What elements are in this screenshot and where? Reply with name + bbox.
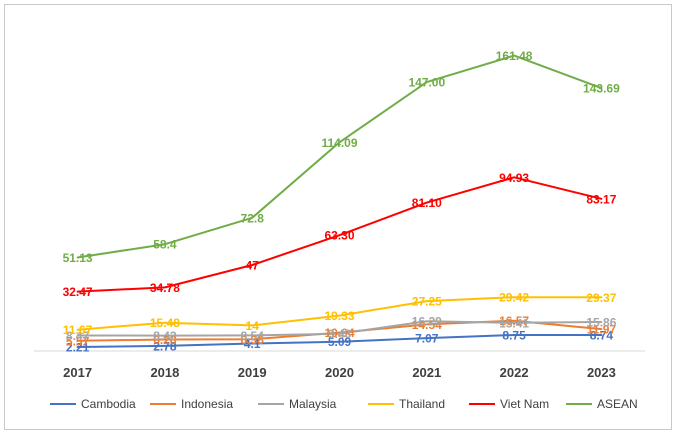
data-label-indonesia: 6.38: [241, 333, 265, 347]
series-line-asean: [76, 54, 603, 259]
data-label-cambodia: 2.78: [153, 339, 177, 353]
x-tick-label: 2017: [63, 365, 92, 380]
data-label-asean: 147.00: [408, 76, 445, 90]
data-label-indonesia: 16.57: [499, 314, 529, 328]
series-line-indonesia: [76, 319, 603, 342]
x-tick-label: 2019: [238, 365, 267, 380]
series-line-malaysia: [76, 320, 603, 337]
legend-label: Indonesia: [181, 397, 233, 411]
x-tick-label: 2022: [500, 365, 529, 380]
data-label-indonesia: 6.28: [153, 333, 177, 347]
data-label-viet-nam: 94.93: [499, 171, 529, 185]
legend-label: Malaysia: [289, 397, 337, 411]
legend-item-malaysia: Malaysia: [258, 397, 337, 411]
data-label-thailand: 29.37: [586, 291, 616, 305]
data-label-indonesia: 10.04: [324, 326, 354, 340]
data-label-malaysia: 8.42: [153, 329, 177, 343]
legend-item-indonesia: Indonesia: [150, 397, 233, 411]
legend-label: ASEAN: [597, 397, 638, 411]
data-label-malaysia: 15.41: [499, 316, 529, 330]
legend-item-asean: ASEAN: [566, 397, 638, 411]
legend-label: Cambodia: [81, 397, 136, 411]
data-label-asean: 161.48: [496, 49, 533, 63]
data-label-viet-nam: 83.17: [586, 192, 616, 206]
x-tick-label: 2020: [325, 365, 354, 380]
series-line-cambodia: [76, 334, 603, 348]
data-labels: 2.21 2.78 4.1 5.09 7.07 8.75 8.745.57 6.28 6.38 1…: [63, 49, 620, 354]
data-label-thailand: 15.48: [150, 316, 180, 330]
data-label-indonesia: 14.54: [412, 318, 442, 332]
data-label-asean: 51.13: [63, 251, 93, 265]
data-label-viet-nam: 47: [246, 259, 260, 273]
legend-item-viet-nam: Viet Nam: [469, 397, 549, 411]
legend-item-cambodia: Cambodia: [50, 397, 136, 411]
data-label-indonesia: 11.97: [587, 323, 617, 337]
data-label-viet-nam: 63.30: [324, 229, 354, 243]
data-label-viet-nam: 34.78: [150, 281, 180, 295]
data-label-thailand: 11.67: [63, 323, 93, 337]
data-label-viet-nam: 81.10: [412, 196, 442, 210]
data-label-thailand: 27.25: [412, 295, 442, 309]
data-label-cambodia: 8.75: [502, 329, 526, 343]
data-label-cambodia: 4.1: [244, 337, 261, 351]
data-label-malaysia: 9.43: [328, 327, 352, 341]
data-label-malaysia: 8.47: [66, 329, 90, 343]
chart-frame: [4, 4, 672, 430]
legend-label: Thailand: [399, 397, 445, 411]
data-label-cambodia: 8.74: [590, 329, 614, 343]
legend-label: Viet Nam: [500, 397, 549, 411]
data-label-thailand: 14: [246, 319, 260, 333]
series-line-thailand: [76, 296, 603, 331]
legend: Cambodia Indonesia Malaysia Thailand Viet Na…: [50, 397, 638, 411]
data-label-cambodia: 5.09: [328, 335, 352, 349]
data-label-asean: 114.09: [321, 136, 357, 150]
data-label-asean: 58.4: [153, 238, 177, 252]
data-label-viet-nam: 32.47: [63, 285, 93, 299]
data-label-thailand: 19.33: [324, 309, 354, 323]
data-label-malaysia: 8.54: [241, 329, 265, 343]
data-label-malaysia: 16.29: [412, 315, 442, 329]
x-tick-label: 2018: [150, 365, 179, 380]
data-label-malaysia: 15.86: [586, 316, 616, 330]
data-label-asean: 143.69: [583, 82, 620, 96]
x-tick-labels: 2017 2018 2019 2020 2021 2022 2023: [63, 365, 616, 380]
data-label-indonesia: 5.57: [66, 334, 90, 348]
x-tick-label: 2023: [587, 365, 616, 380]
data-label-cambodia: 7.07: [415, 332, 439, 346]
series-line-viet-nam: [76, 176, 603, 293]
data-label-cambodia: 2.21: [66, 341, 90, 355]
legend-item-thailand: Thailand: [368, 397, 445, 411]
x-tick-label: 2021: [412, 365, 441, 380]
data-label-thailand: 29.42: [499, 291, 529, 305]
series-layer: [76, 54, 603, 348]
data-label-asean: 72.8: [241, 211, 265, 225]
